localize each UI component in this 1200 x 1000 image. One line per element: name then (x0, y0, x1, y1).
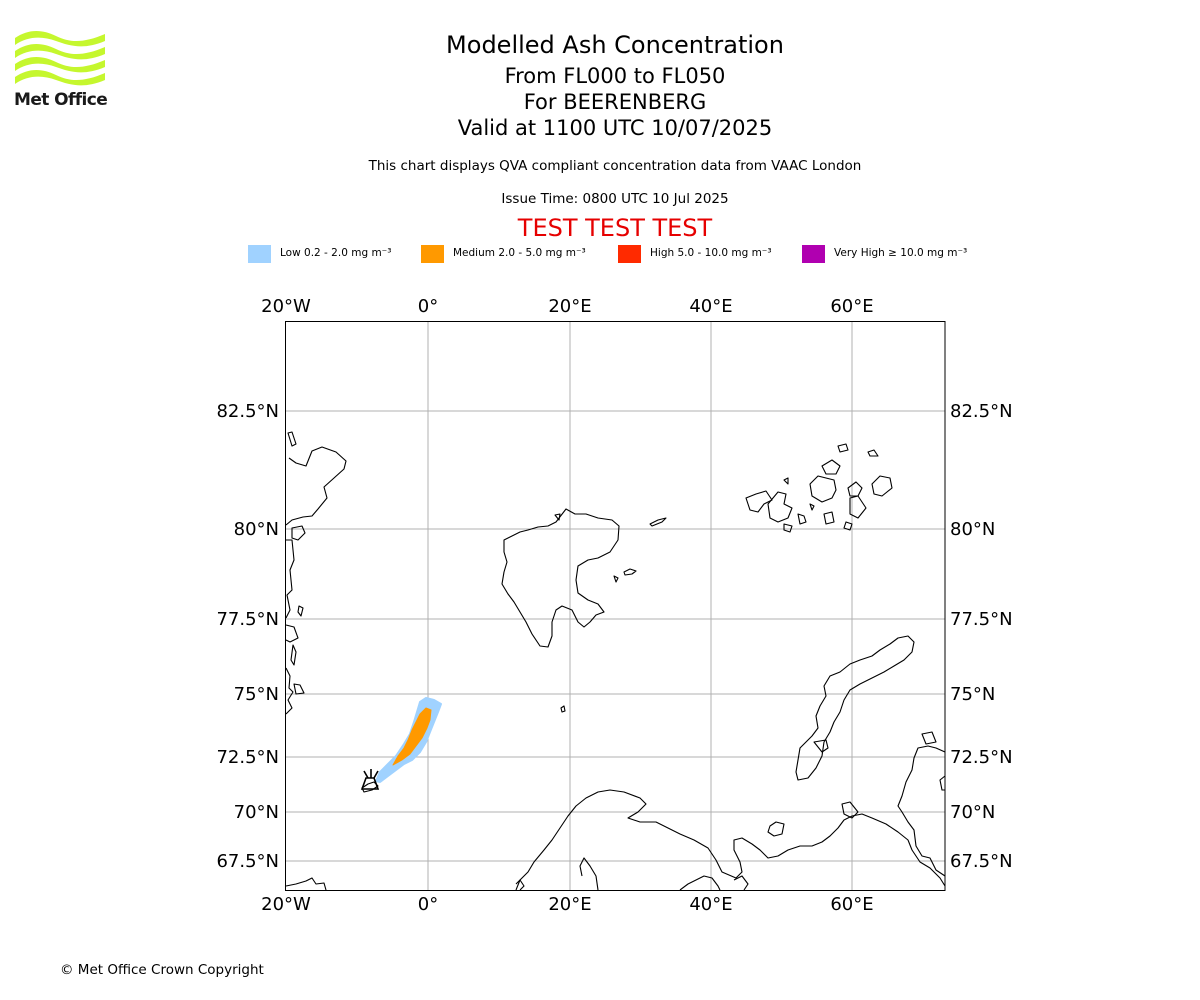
lon-tick-top-20e: 20°E (548, 296, 591, 317)
map-grid (286, 322, 945, 890)
coast-svalbard-islet (554, 513, 561, 521)
coast-greenland-east-1 (285, 539, 295, 619)
coast-norway-fjord (579, 857, 599, 891)
coast-fjl-13 (843, 521, 853, 531)
lon-tick-top-60e: 60°E (830, 296, 873, 317)
chart-title: Modelled Ash Concentration (446, 31, 784, 59)
coast-fjl-8 (847, 481, 863, 497)
coast-kolguyev (767, 821, 785, 837)
coast-yamal (897, 745, 946, 877)
coast-svalbard-islet-2 (613, 575, 619, 583)
legend-swatch-low (248, 245, 271, 263)
lat-tick-left-72-5: 72.5°N (216, 747, 279, 768)
coast-norway-russia (515, 789, 946, 891)
coast-greenland-east-2 (285, 624, 299, 643)
lat-tick-right-70: 70°N (950, 802, 995, 823)
volcano-icon (360, 769, 380, 790)
issue-time: Issue Time: 0800 UTC 10 Jul 2025 (501, 191, 729, 207)
lat-tick-right-80: 80°N (950, 519, 995, 540)
coast-matochkin-shar (813, 739, 829, 753)
lon-ticks-bottom: 20°W 0° 20°E 40°E 60°E (261, 894, 873, 915)
coast-kanin-peninsula (841, 801, 859, 819)
flight-level-range: From FL000 to FL050 (504, 64, 726, 88)
coast-greenland-islet-4 (290, 644, 297, 666)
lon-tick-bottom-40e: 40°E (689, 894, 732, 915)
coast-greenland-east-3 (285, 667, 294, 715)
legend-label-medium: Medium 2.0 - 5.0 mg m⁻³ (453, 247, 586, 259)
coast-kvitoya (649, 517, 667, 527)
lat-tick-left-75: 75°N (234, 684, 279, 705)
lat-tick-left-77-5: 77.5°N (216, 609, 279, 630)
coast-bely-island (921, 731, 937, 745)
lon-tick-bottom-60e: 60°E (830, 894, 873, 915)
valid-time: Valid at 1100 UTC 10/07/2025 (457, 116, 773, 140)
coast-fjl-9 (849, 495, 867, 519)
coast-greenland-islet (287, 431, 297, 447)
lat-ticks-left: 82.5°N 80°N 77.5°N 75°N 72.5°N 70°N 67.5… (216, 401, 279, 872)
coast-fjl-11 (867, 449, 879, 457)
legend-swatch-medium (421, 245, 444, 263)
lat-tick-left-70: 70°N (234, 802, 279, 823)
lon-ticks-top: 20°W 0° 20°E 40°E 60°E (261, 296, 873, 317)
copyright-notice: © Met Office Crown Copyright (60, 962, 264, 978)
coast-fjl-3 (783, 523, 793, 533)
volcano-name: For BEERENBERG (523, 90, 707, 114)
coast-gydan (939, 775, 946, 791)
lat-tick-right-82-5: 82.5°N (950, 401, 1013, 422)
lon-tick-bottom-0: 0° (418, 894, 438, 915)
coast-fjl-7 (837, 443, 849, 453)
lat-tick-right-72-5: 72.5°N (950, 747, 1013, 768)
coast-fjl-14 (783, 477, 789, 485)
coast-jan-mayen (361, 781, 379, 793)
lat-tick-left-82-5: 82.5°N (216, 401, 279, 422)
coast-novaya-zemlya (795, 635, 915, 781)
coast-fjl-1 (745, 490, 773, 513)
coast-fjl-12 (823, 511, 835, 525)
coast-fjl-5 (809, 475, 837, 503)
map-frame (285, 321, 946, 891)
coast-lofoten (515, 879, 525, 891)
coastlines (285, 431, 946, 891)
ash-plume-medium (392, 707, 432, 766)
coast-greenland-islet-3 (297, 605, 304, 617)
lat-tick-left-67-5: 67.5°N (216, 851, 279, 872)
coast-greenland-north (285, 446, 347, 526)
coast-white-sea (679, 875, 721, 891)
coast-fjl-10 (871, 475, 893, 497)
met-office-logo: Met Office (14, 30, 108, 112)
legend-swatch-high (618, 245, 641, 263)
coast-white-sea-2 (733, 875, 749, 891)
coast-fjl-2 (767, 491, 793, 523)
lat-tick-right-75: 75°N (950, 684, 995, 705)
legend-label-high: High 5.0 - 10.0 mg m⁻³ (650, 247, 772, 259)
coast-greenland-islet-2 (291, 525, 306, 541)
coast-bear-island (560, 705, 566, 713)
legend-label-low: Low 0.2 - 2.0 mg m⁻³ (280, 247, 392, 259)
lon-tick-top-0: 0° (418, 296, 438, 317)
coast-svalbard-kong-karls (623, 568, 637, 576)
coast-fjl-6 (821, 459, 841, 475)
lon-tick-bottom-20w: 20°W (261, 894, 311, 915)
lat-tick-left-80: 80°N (234, 519, 279, 540)
legend-label-very-high: Very High ≥ 10.0 mg m⁻³ (834, 247, 968, 259)
lon-tick-bottom-20e: 20°E (548, 894, 591, 915)
lat-tick-right-67-5: 67.5°N (950, 851, 1013, 872)
lon-tick-top-40e: 40°E (689, 296, 732, 317)
chart-description: This chart displays QVA compliant concen… (368, 158, 862, 174)
legend-swatch-very-high (802, 245, 825, 263)
met-office-wordmark: Met Office (14, 90, 108, 110)
coast-fjl-4 (797, 513, 807, 525)
lat-tick-right-77-5: 77.5°N (950, 609, 1013, 630)
test-banner: TEST TEST TEST (517, 214, 713, 242)
lon-tick-top-20w: 20°W (261, 296, 311, 317)
coast-fjl-15 (809, 503, 815, 511)
coast-svalbard-spitsbergen (501, 508, 620, 648)
lat-ticks-right: 82.5°N 80°N 77.5°N 75°N 72.5°N 70°N 67.5… (950, 401, 1013, 872)
coast-greenland-islet-5 (293, 683, 305, 695)
met-office-wave-icon (15, 30, 105, 86)
coast-greenland-south (285, 877, 327, 891)
